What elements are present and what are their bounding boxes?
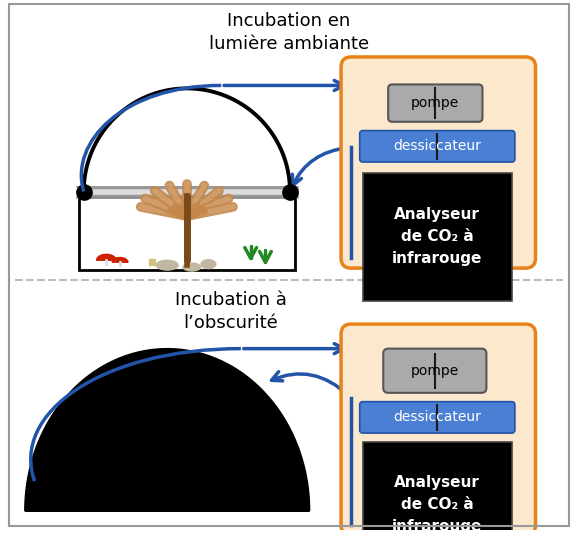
Text: dessiccateur: dessiccateur: [394, 139, 481, 153]
FancyBboxPatch shape: [360, 402, 515, 433]
Polygon shape: [25, 349, 310, 511]
Text: pompe: pompe: [411, 96, 460, 110]
Ellipse shape: [157, 260, 178, 270]
Text: pompe: pompe: [411, 364, 459, 378]
Ellipse shape: [183, 263, 201, 271]
FancyBboxPatch shape: [341, 324, 535, 535]
FancyBboxPatch shape: [388, 84, 483, 122]
Bar: [79, 192, 295, 270]
FancyBboxPatch shape: [360, 131, 515, 162]
Text: Incubation à
l’obscurité: Incubation à l’obscurité: [175, 291, 287, 332]
Text: Incubation en
lumière ambiante: Incubation en lumière ambiante: [209, 12, 369, 53]
Polygon shape: [97, 254, 116, 260]
Text: dessiccateur: dessiccateur: [394, 410, 481, 424]
Bar: [362, 173, 512, 301]
Polygon shape: [112, 258, 128, 262]
FancyBboxPatch shape: [383, 349, 487, 393]
Bar: [362, 442, 512, 540]
Ellipse shape: [201, 260, 216, 268]
Text: Analyseur
de CO₂ à
infrarouge: Analyseur de CO₂ à infrarouge: [392, 475, 483, 535]
Text: Analyseur
de CO₂ à
infrarouge: Analyseur de CO₂ à infrarouge: [392, 207, 483, 266]
FancyBboxPatch shape: [341, 57, 535, 268]
